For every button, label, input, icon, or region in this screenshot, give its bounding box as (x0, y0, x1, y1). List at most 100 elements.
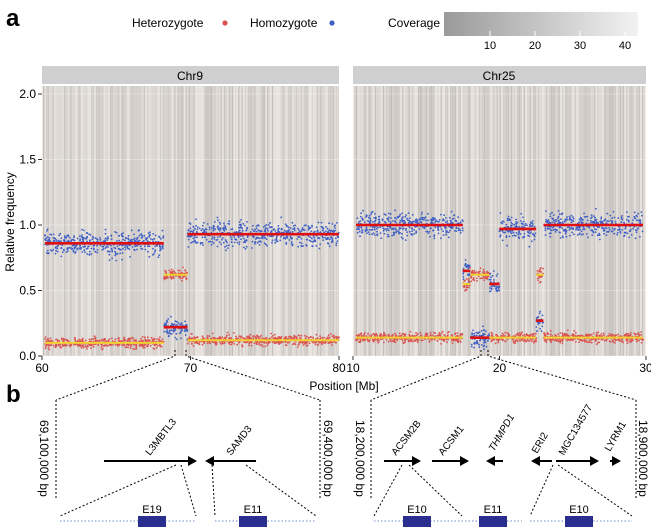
bp-label-left-end: 69,400,000 bp (321, 420, 335, 497)
homozygote-point (70, 239, 72, 242)
homozygote-point (635, 229, 638, 232)
heterozygote-point (152, 347, 155, 350)
homozygote-point (594, 207, 597, 210)
coverage-stripe (386, 86, 388, 356)
heterozygote-point (101, 343, 103, 346)
gene-label-l3mbtl3: L3MBTL3 (144, 417, 180, 458)
homozygote-point (552, 218, 555, 221)
coverage-stripe (115, 86, 117, 356)
homozygote-point (457, 229, 460, 232)
homozygote-point (223, 227, 226, 229)
heterozygote-point (365, 335, 368, 338)
heterozygote-point (387, 340, 390, 343)
homozygote-point (170, 315, 172, 318)
homozygote-point (624, 231, 627, 234)
heterozygote-point (198, 343, 201, 346)
homozygote-point (582, 233, 584, 236)
homozygote-point (387, 235, 390, 238)
homozygote-point (304, 224, 307, 227)
homozygote-point (241, 227, 244, 230)
heterozygote-point (436, 340, 439, 342)
coverage-stripe (528, 86, 530, 356)
heterozygote-point (236, 343, 239, 346)
homozygote-point (318, 247, 321, 250)
heterozygote-point (376, 339, 379, 342)
coverage-stripe (405, 86, 407, 356)
homozygote-point (376, 233, 379, 236)
heterozygote-point (252, 335, 254, 337)
homozygote-point (586, 233, 588, 235)
coverage-stripe (179, 86, 181, 356)
homozygote-point (569, 234, 571, 237)
heterozygote-point (69, 345, 72, 348)
coverage-stripe (424, 86, 426, 356)
homozygote-point (600, 218, 603, 220)
heterozygote-point (312, 337, 315, 339)
heterozygote-point (55, 344, 58, 346)
homozygote-point (482, 332, 484, 335)
homozygote-point (607, 231, 610, 233)
zoom-line-chr25-left (370, 350, 482, 401)
homozygote-point (628, 236, 630, 239)
coverage-stripe (135, 86, 138, 356)
heterozygote-point (364, 331, 366, 334)
coverage-stripe (124, 86, 126, 356)
homozygote-point (262, 226, 265, 228)
gene-panel: 69,100,000 bp 69,400,000 bp 18,200,000 b… (37, 350, 650, 527)
homozygote-point (518, 236, 520, 239)
coverage-stripe (73, 86, 75, 356)
heterozygote-point (616, 338, 619, 341)
x-tick-label-chr25: 10 (346, 361, 360, 375)
coverage-stripe (211, 86, 213, 356)
heterozygote-point (241, 344, 243, 347)
homozygote-point (459, 221, 462, 224)
homozygote-point (464, 264, 466, 266)
homozygote-point (184, 334, 187, 336)
homozygote-point (333, 230, 335, 233)
coverage-stripe (510, 86, 513, 356)
homozygote-point (399, 219, 402, 222)
homozygote-point (365, 232, 368, 235)
homozygote-point (44, 234, 46, 237)
homozygote-point (292, 228, 294, 231)
homozygote-point (195, 242, 198, 245)
heterozygote-point (275, 337, 278, 340)
homozygote-point (484, 333, 486, 335)
heterozygote-point (388, 333, 390, 336)
homozygote-point (84, 251, 86, 254)
homozygote-point (416, 221, 419, 224)
homozygote-point (73, 235, 75, 238)
coverage-stripe (46, 86, 48, 356)
coverage-stripe (327, 86, 330, 356)
coverage-stripe (332, 86, 334, 356)
homozygote-point (633, 215, 636, 218)
homozygote-point (187, 229, 190, 232)
homozygote-point (299, 230, 301, 233)
coverage-stripe (496, 86, 498, 356)
coverage-stripe (464, 86, 466, 356)
heterozygote-point (568, 335, 570, 337)
homozygote-point (281, 228, 283, 231)
homozygote-point (444, 227, 446, 229)
heterozygote-point (320, 341, 323, 344)
homozygote-point (627, 219, 630, 222)
homozygote-point (466, 264, 469, 266)
homozygote-point (55, 240, 58, 242)
heterozygote-point (292, 336, 295, 339)
heterozygote-point (512, 338, 514, 341)
homozygote-point (583, 216, 586, 218)
homozygote-point (252, 224, 254, 227)
heterozygote-point (140, 337, 142, 340)
homozygote-point (471, 333, 473, 336)
homozygote-point (523, 235, 526, 238)
homozygote-point (173, 323, 176, 326)
heterozygote-point (59, 345, 61, 348)
homozygote-point (235, 239, 238, 241)
homozygote-point (175, 332, 178, 335)
homozygote-point (580, 234, 583, 236)
coverage-stripe (126, 86, 128, 356)
heterozygote-point (477, 270, 480, 273)
heterozygote-point (416, 338, 419, 341)
heterozygote-point (614, 338, 617, 341)
homozygote-point (328, 229, 331, 231)
